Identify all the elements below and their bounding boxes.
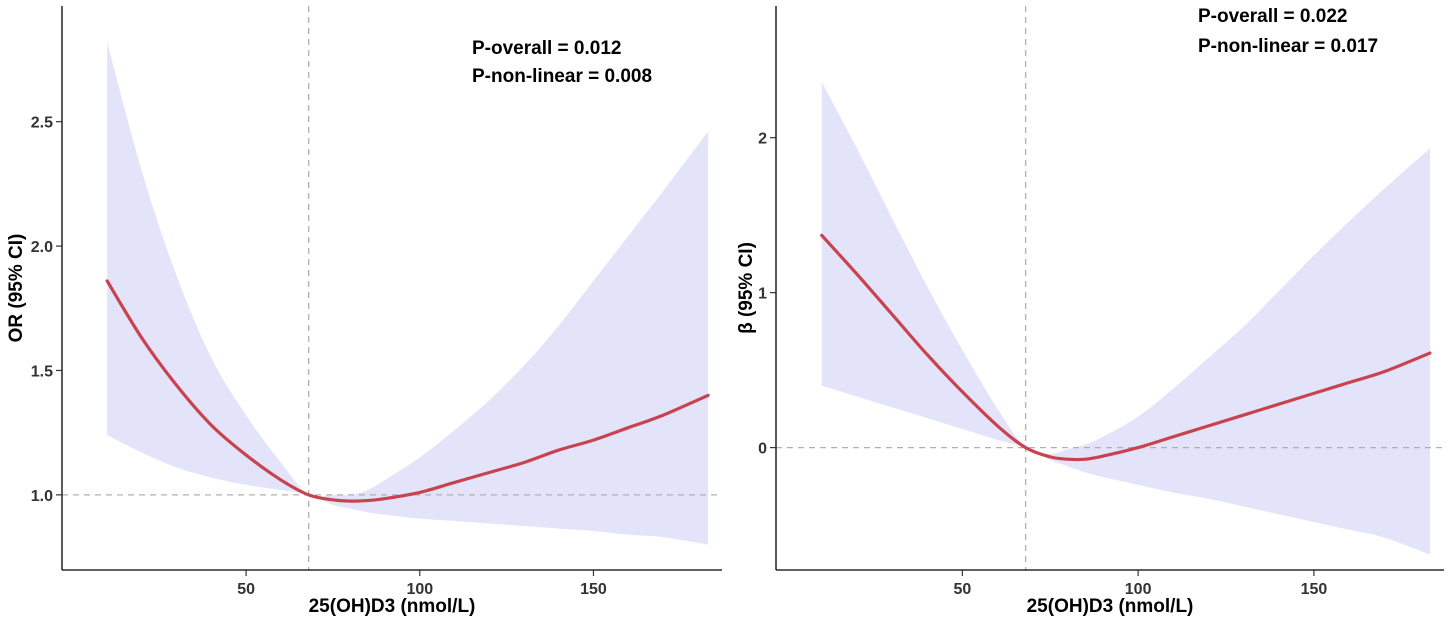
y-tick-label: 1.5 <box>31 363 53 380</box>
y-axis-title: OR (95% CI) <box>6 234 27 343</box>
x-tick-label: 150 <box>580 581 607 598</box>
confidence-band <box>821 81 1430 555</box>
x-tick-label: 50 <box>953 581 971 598</box>
x-tick-label: 100 <box>1125 581 1152 598</box>
confidence-band <box>107 42 709 545</box>
y-tick-label: 2.5 <box>31 115 53 132</box>
y-axis-title: β (95% CI) <box>736 242 757 334</box>
y-tick-label: 2 <box>758 131 767 148</box>
x-axis-title: 25(OH)D3 (nmol/L) <box>1027 596 1194 617</box>
y-tick-label: 1.0 <box>31 488 53 505</box>
x-tick-label: 50 <box>237 581 255 598</box>
panel-right-beta-chart: 50 100 150 0 1 2 25(OH)D3 (nmol/L) β (95% CI) P-… <box>736 6 1444 617</box>
spline-line <box>105 279 710 503</box>
spline-line <box>820 233 1432 462</box>
p-overall-annotation: P-overall = 0.012 <box>472 38 621 59</box>
p-overall-annotation: P-overall = 0.022 <box>1198 6 1347 27</box>
x-axis-title: 25(OH)D3 (nmol/L) <box>309 596 476 617</box>
panel-left-or-chart: 50 100 150 1.0 1.5 2.0 2.5 25(OH)D3 (nmol/L) OR … <box>6 6 722 617</box>
p-non-linear-annotation: P-non-linear = 0.008 <box>472 66 652 87</box>
y-tick-label: 2.0 <box>31 239 53 256</box>
y-tick-label: 1 <box>758 286 767 303</box>
p-non-linear-annotation: P-non-linear = 0.017 <box>1198 36 1378 57</box>
y-tick-label: 0 <box>758 441 767 458</box>
x-tick-label: 100 <box>406 581 433 598</box>
x-tick-label: 150 <box>1301 581 1328 598</box>
